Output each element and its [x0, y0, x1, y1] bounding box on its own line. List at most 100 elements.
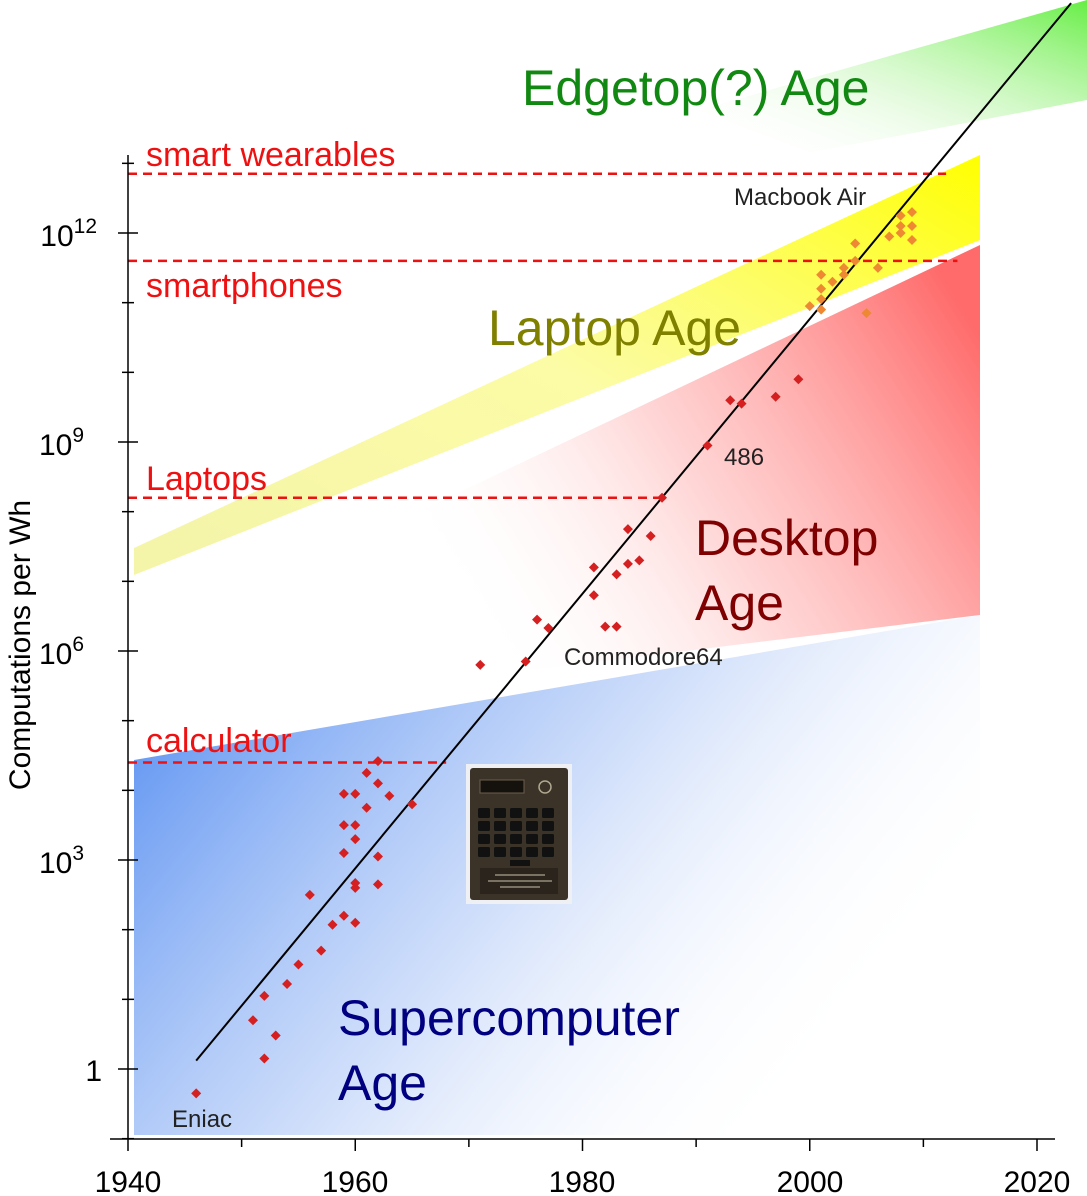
age-label-edgetop: Edgetop(?) Age	[522, 60, 870, 116]
data-point-s1-16	[907, 234, 918, 245]
calculator-key	[494, 834, 506, 844]
point-label-486: 486	[724, 444, 764, 471]
y-tick-label-1e12-exp: 12	[74, 215, 97, 238]
age-labels: Edgetop(?) Age Laptop Age Desktop Age Su…	[338, 60, 878, 1111]
data-point-s1-2	[816, 294, 827, 305]
data-point-s0-44	[736, 398, 747, 409]
threshold-label-smart-wearables: smart wearables	[146, 136, 395, 174]
threshold-lines	[128, 172, 958, 764]
y-tick-label-1e3-exp: 3	[72, 842, 84, 865]
trend-line-path	[195, 2, 1072, 1062]
calculator-key	[526, 834, 538, 844]
data-point-s1-13	[895, 228, 906, 238]
trend-line	[195, 2, 1072, 1062]
data-point-s0-1	[247, 1015, 258, 1026]
data-point-s0-4	[270, 1030, 281, 1041]
laptop-age-band	[134, 155, 980, 575]
calculator-key	[542, 821, 554, 831]
data-point-s0-31	[543, 623, 554, 634]
data-point-s0-0	[191, 1088, 202, 1099]
calculator-key	[526, 821, 538, 831]
age-label-desktop-line2: Age	[695, 575, 784, 631]
data-point-s0-12	[338, 820, 349, 831]
axes	[110, 155, 1055, 1151]
data-point-s0-45	[770, 391, 781, 402]
calculator-key	[542, 847, 554, 857]
y-tick-label-1: 1	[85, 1055, 102, 1088]
data-point-s1-4	[816, 269, 827, 280]
data-point-s0-7	[304, 889, 315, 900]
point-label-commodore64: Commodore64	[564, 644, 723, 671]
data-point-s0-13	[338, 788, 349, 799]
data-point-s1-1	[816, 304, 827, 315]
y-tick-label-1e9-base: 10	[39, 429, 72, 462]
data-point-s1-6	[838, 269, 849, 280]
threshold-label-laptops: Laptops	[146, 460, 267, 498]
data-point-s0-42	[702, 440, 713, 451]
data-point-s1-18	[907, 207, 918, 218]
data-point-s0-23	[372, 778, 383, 789]
data-point-s1-17	[907, 221, 918, 232]
data-point-s1-14	[895, 221, 906, 232]
calculator-key	[542, 808, 554, 818]
data-point-s0-22	[372, 756, 383, 767]
data-point-s0-37	[622, 558, 633, 569]
calculator-key	[478, 808, 490, 818]
threshold-label-smartphones: smartphones	[146, 267, 343, 305]
data-point-s0-8	[316, 945, 327, 956]
data-point-s0-10	[338, 910, 349, 921]
calculator-key	[494, 847, 506, 857]
calculator-key	[526, 847, 538, 857]
y-tick-label-1e12: 1012	[40, 215, 97, 253]
data-point-s0-43	[725, 395, 736, 406]
y-tick-label-1e12-base: 10	[40, 220, 73, 253]
data-point-s0-2	[259, 990, 270, 1001]
x-tick-label-2020: 2020	[1004, 1166, 1071, 1196]
data-point-s0-9	[327, 919, 338, 930]
y-tick-label-1e9-exp: 9	[72, 424, 84, 447]
calculator-key	[478, 834, 490, 844]
data-point-s1-8	[850, 255, 861, 266]
calculator-key	[510, 860, 530, 866]
data-points	[191, 207, 918, 1099]
data-point-s1-10	[861, 308, 872, 319]
age-label-supercomputer-line2: Age	[338, 1055, 427, 1111]
x-tick-label-1980: 1980	[549, 1166, 616, 1196]
axis-labels: Computations per Wh 1940 1960 1980 2000 …	[4, 215, 1070, 1196]
calculator-key	[478, 821, 490, 831]
x-tick-label-2000: 2000	[777, 1166, 844, 1196]
threshold-labels: smart wearables smartphones Laptops calc…	[146, 136, 395, 760]
data-point-s0-3	[259, 1053, 270, 1064]
x-tick-label-1940: 1940	[95, 1166, 162, 1196]
age-label-laptop: Laptop Age	[488, 300, 741, 356]
data-point-s1-12	[884, 231, 895, 242]
age-label-supercomputer-line1: Supercomputer	[338, 990, 680, 1046]
data-point-s0-40	[645, 531, 656, 542]
calculator-display	[479, 779, 525, 794]
data-point-s1-0	[804, 301, 815, 312]
data-point-s1-3	[816, 283, 827, 294]
data-point-s0-38	[622, 524, 633, 535]
y-tick-label-1e6-exp: 6	[72, 633, 84, 656]
y-tick-label-1e3-base: 10	[39, 847, 72, 880]
data-point-s0-17	[350, 834, 361, 845]
data-point-s0-6	[293, 959, 304, 970]
data-point-s0-11	[338, 848, 349, 859]
y-tick-label-1e3: 103	[39, 842, 84, 880]
calculator-key	[478, 847, 490, 857]
data-point-s1-5	[827, 276, 838, 287]
data-point-s0-33	[588, 562, 599, 573]
data-point-s0-24	[372, 851, 383, 862]
point-label-eniac: Eniac	[172, 1106, 232, 1133]
data-point-s0-20	[361, 802, 372, 813]
data-point-s1-11	[872, 262, 883, 273]
calculator-key	[510, 834, 522, 844]
point-label-macbook-air: Macbook Air	[734, 184, 866, 211]
data-point-s0-29	[520, 656, 531, 667]
calculator-key	[542, 834, 554, 844]
y-tick-label-1e9: 109	[39, 424, 84, 462]
data-point-s0-36	[611, 569, 622, 580]
age-bands	[134, 0, 1087, 1135]
data-point-s1-9	[850, 238, 861, 249]
